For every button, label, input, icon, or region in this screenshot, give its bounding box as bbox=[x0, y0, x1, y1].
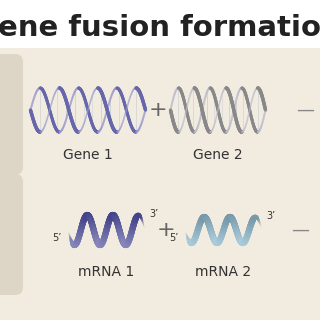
Text: mRNA 1: mRNA 1 bbox=[78, 265, 134, 279]
FancyBboxPatch shape bbox=[0, 174, 23, 295]
Text: +: + bbox=[157, 220, 175, 240]
FancyBboxPatch shape bbox=[0, 54, 23, 175]
Text: 3’: 3’ bbox=[266, 211, 275, 221]
Text: —: — bbox=[291, 221, 309, 239]
FancyBboxPatch shape bbox=[0, 0, 320, 48]
Text: 3’: 3’ bbox=[149, 209, 158, 219]
Text: 5’: 5’ bbox=[52, 233, 62, 243]
Text: —: — bbox=[296, 101, 314, 119]
Text: Gene 1: Gene 1 bbox=[63, 148, 113, 162]
Text: mRNA 2: mRNA 2 bbox=[195, 265, 251, 279]
Text: +: + bbox=[149, 100, 167, 120]
Text: ene fusion formatio: ene fusion formatio bbox=[0, 14, 320, 42]
Text: 5’: 5’ bbox=[170, 233, 179, 243]
Text: Gene 2: Gene 2 bbox=[193, 148, 243, 162]
